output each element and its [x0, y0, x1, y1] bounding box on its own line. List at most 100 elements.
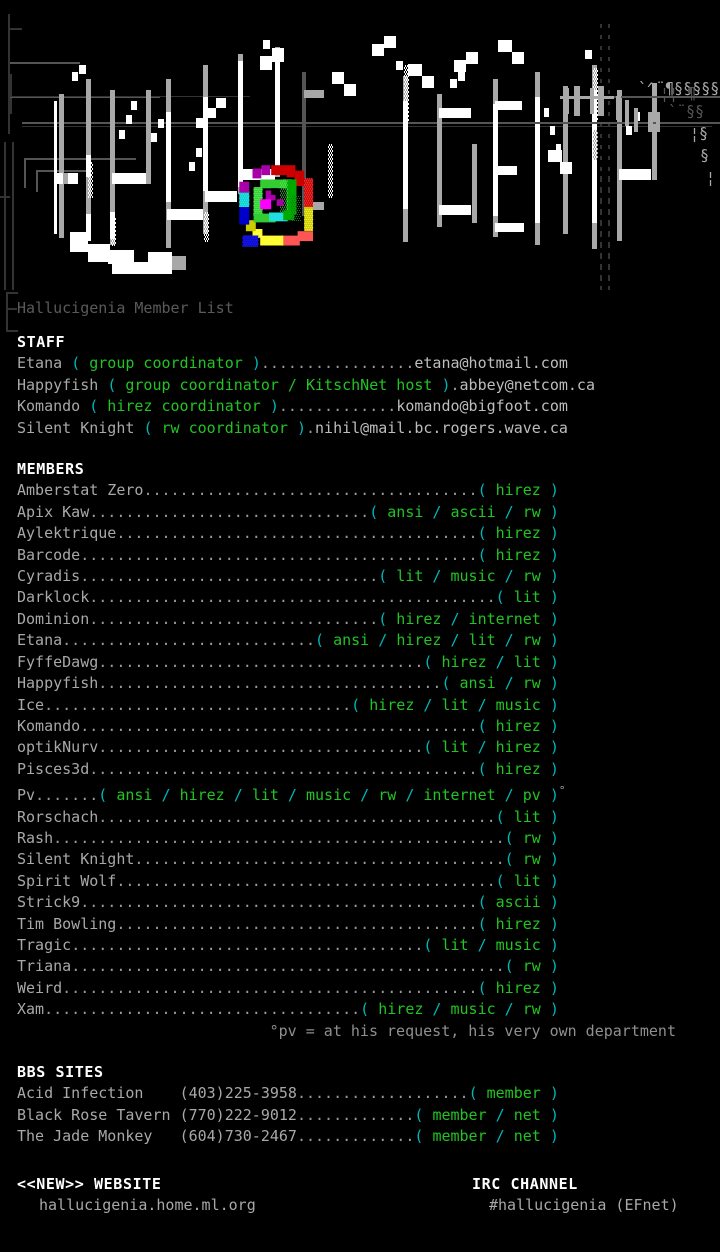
bbs-list: Acid Infection (403)225-3958............… — [0, 1083, 720, 1147]
member-tag: rw — [522, 850, 541, 869]
paren-close: ) — [540, 978, 559, 997]
spacer — [143, 1084, 179, 1102]
paren-close: ) — [540, 588, 559, 607]
spacer — [0, 1148, 720, 1174]
member-tag: hirez — [495, 738, 541, 757]
member-row: Weird...................................… — [0, 978, 720, 999]
staff-role: group coordinator / KitschNet host — [116, 375, 442, 394]
dot-leader: ............. — [278, 397, 397, 416]
paren-open: ( — [441, 674, 460, 693]
tag-separator: / — [468, 695, 496, 714]
dot-leader: ........................................… — [71, 957, 505, 976]
paren-close: ) — [540, 935, 559, 954]
member-tag: rw — [522, 957, 541, 976]
paren-open: ( — [351, 695, 370, 714]
member-tag: rw — [378, 786, 397, 805]
member-row: Ice..................................( h… — [0, 695, 720, 716]
staff-email[interactable]: nihil@mail.bc.rogers.wave.ca — [315, 418, 568, 437]
dot-leader: . — [306, 418, 316, 437]
bbs-heading: BBS SITES — [17, 1063, 104, 1081]
staff-email[interactable]: komando@bigfoot.com — [396, 397, 568, 416]
staff-name: Etana — [17, 354, 63, 373]
tag-separator: / — [486, 652, 514, 671]
paren-open: ( — [477, 914, 496, 933]
staff-row: Etana ( group coordinator ).............… — [0, 353, 720, 374]
paren-close: ) — [251, 354, 261, 373]
member-tag: hirez — [396, 609, 442, 628]
member-tag: lit — [513, 807, 541, 826]
paren-open: ( — [477, 716, 496, 735]
member-tag: rw — [522, 567, 541, 586]
dot-leader: .................................... — [98, 738, 424, 757]
member-tag: lit — [468, 631, 496, 650]
member-tag: hirez — [495, 716, 541, 735]
footer-irc-value[interactable]: #hallucigenia (EFnet) — [489, 1196, 679, 1215]
member-name: Ice — [17, 695, 45, 714]
member-tag: hirez — [495, 978, 541, 997]
member-tag: ansi — [459, 674, 496, 693]
member-tag: ascii — [450, 502, 496, 521]
member-tag: hirez — [441, 652, 487, 671]
member-name: Aylektrique — [17, 524, 117, 543]
bbs-row: Black Rose Tavern (770)222-9012.........… — [0, 1105, 720, 1126]
paren-open: ( — [495, 871, 514, 890]
paren-open: ( — [477, 978, 496, 997]
member-name: Dominion — [17, 609, 90, 628]
footer-irc-column: IRC CHANNEL #hallucigenia (EFnet) — [472, 1174, 679, 1217]
member-row: Amberstat Zero..........................… — [0, 480, 720, 501]
paren-close: ) — [540, 893, 559, 912]
staff-name: Silent Knight — [17, 418, 135, 437]
footer-website-value[interactable]: hallucigenia.home.ml.org — [39, 1196, 256, 1215]
paren-close: ) — [540, 871, 559, 890]
bbs-name: Black Rose Tavern — [17, 1105, 171, 1124]
paren-close: ) — [540, 1105, 559, 1124]
member-name: Tim Bowling — [17, 914, 117, 933]
member-name: Xam — [17, 1000, 45, 1019]
tag-separator: / — [495, 786, 523, 805]
member-tag: rw — [522, 674, 541, 693]
page-title-row: Hallucigenia Member List — [0, 290, 720, 332]
paren-close: ) — [540, 524, 559, 543]
member-row: Etana............................( ansi … — [0, 630, 720, 651]
member-row: Komando.................................… — [0, 716, 720, 737]
paren-close: ) — [269, 397, 279, 416]
member-row: Pv.......( ansi / hirez / lit / music / … — [0, 780, 720, 806]
dot-leader: .................................... — [98, 652, 424, 671]
member-row: Spirit Wolf.............................… — [0, 871, 720, 892]
title-bracket-decoration — [6, 292, 18, 332]
tag-separator: / — [152, 786, 180, 805]
member-tag: hirez — [495, 545, 541, 564]
staff-email[interactable]: etana@hotmail.com — [414, 354, 568, 373]
paren-open: ( — [495, 588, 514, 607]
paren-open: ( — [143, 418, 153, 437]
member-list-page: Hallucigenia Member List STAFF Etana ( g… — [0, 290, 720, 1232]
member-name: Strick9 — [17, 893, 81, 912]
bbs-row: Acid Infection (403)225-3958............… — [0, 1083, 720, 1104]
title-tick-decoration — [6, 308, 17, 310]
bbs-tag: member — [432, 1105, 487, 1124]
paren-close: ) — [540, 1084, 559, 1103]
member-name: optikNurv — [17, 738, 99, 757]
members-list: Amberstat Zero..........................… — [0, 480, 720, 1020]
dot-leader: ................... — [296, 1084, 469, 1103]
member-tag: hirez — [179, 786, 225, 805]
member-name: FyffeDawg — [17, 652, 99, 671]
member-row: Darklock................................… — [0, 587, 720, 608]
bbs-phone: (770)222-9012 — [179, 1105, 297, 1124]
paren-close: ) — [540, 631, 559, 650]
dot-leader: ............................ — [62, 631, 316, 650]
paren-open: ( — [477, 759, 496, 778]
member-tag: music — [306, 786, 352, 805]
member-row: optikNurv...............................… — [0, 737, 720, 758]
dot-leader: ........................................… — [116, 871, 496, 890]
member-tag: hirez — [495, 481, 541, 500]
dot-leader: ........................................… — [62, 978, 478, 997]
dot-leader: ........................................ — [116, 524, 478, 543]
members-footnote: °pv = at his request, his very own depar… — [269, 1021, 676, 1040]
paren-close: ) — [540, 674, 559, 693]
staff-email[interactable]: abbey@netcom.ca — [459, 375, 595, 394]
staff-name: Komando — [17, 397, 81, 416]
member-tag: pv — [522, 786, 541, 805]
paren-close: ) — [540, 567, 559, 586]
dot-leader: ........................................ — [116, 914, 478, 933]
